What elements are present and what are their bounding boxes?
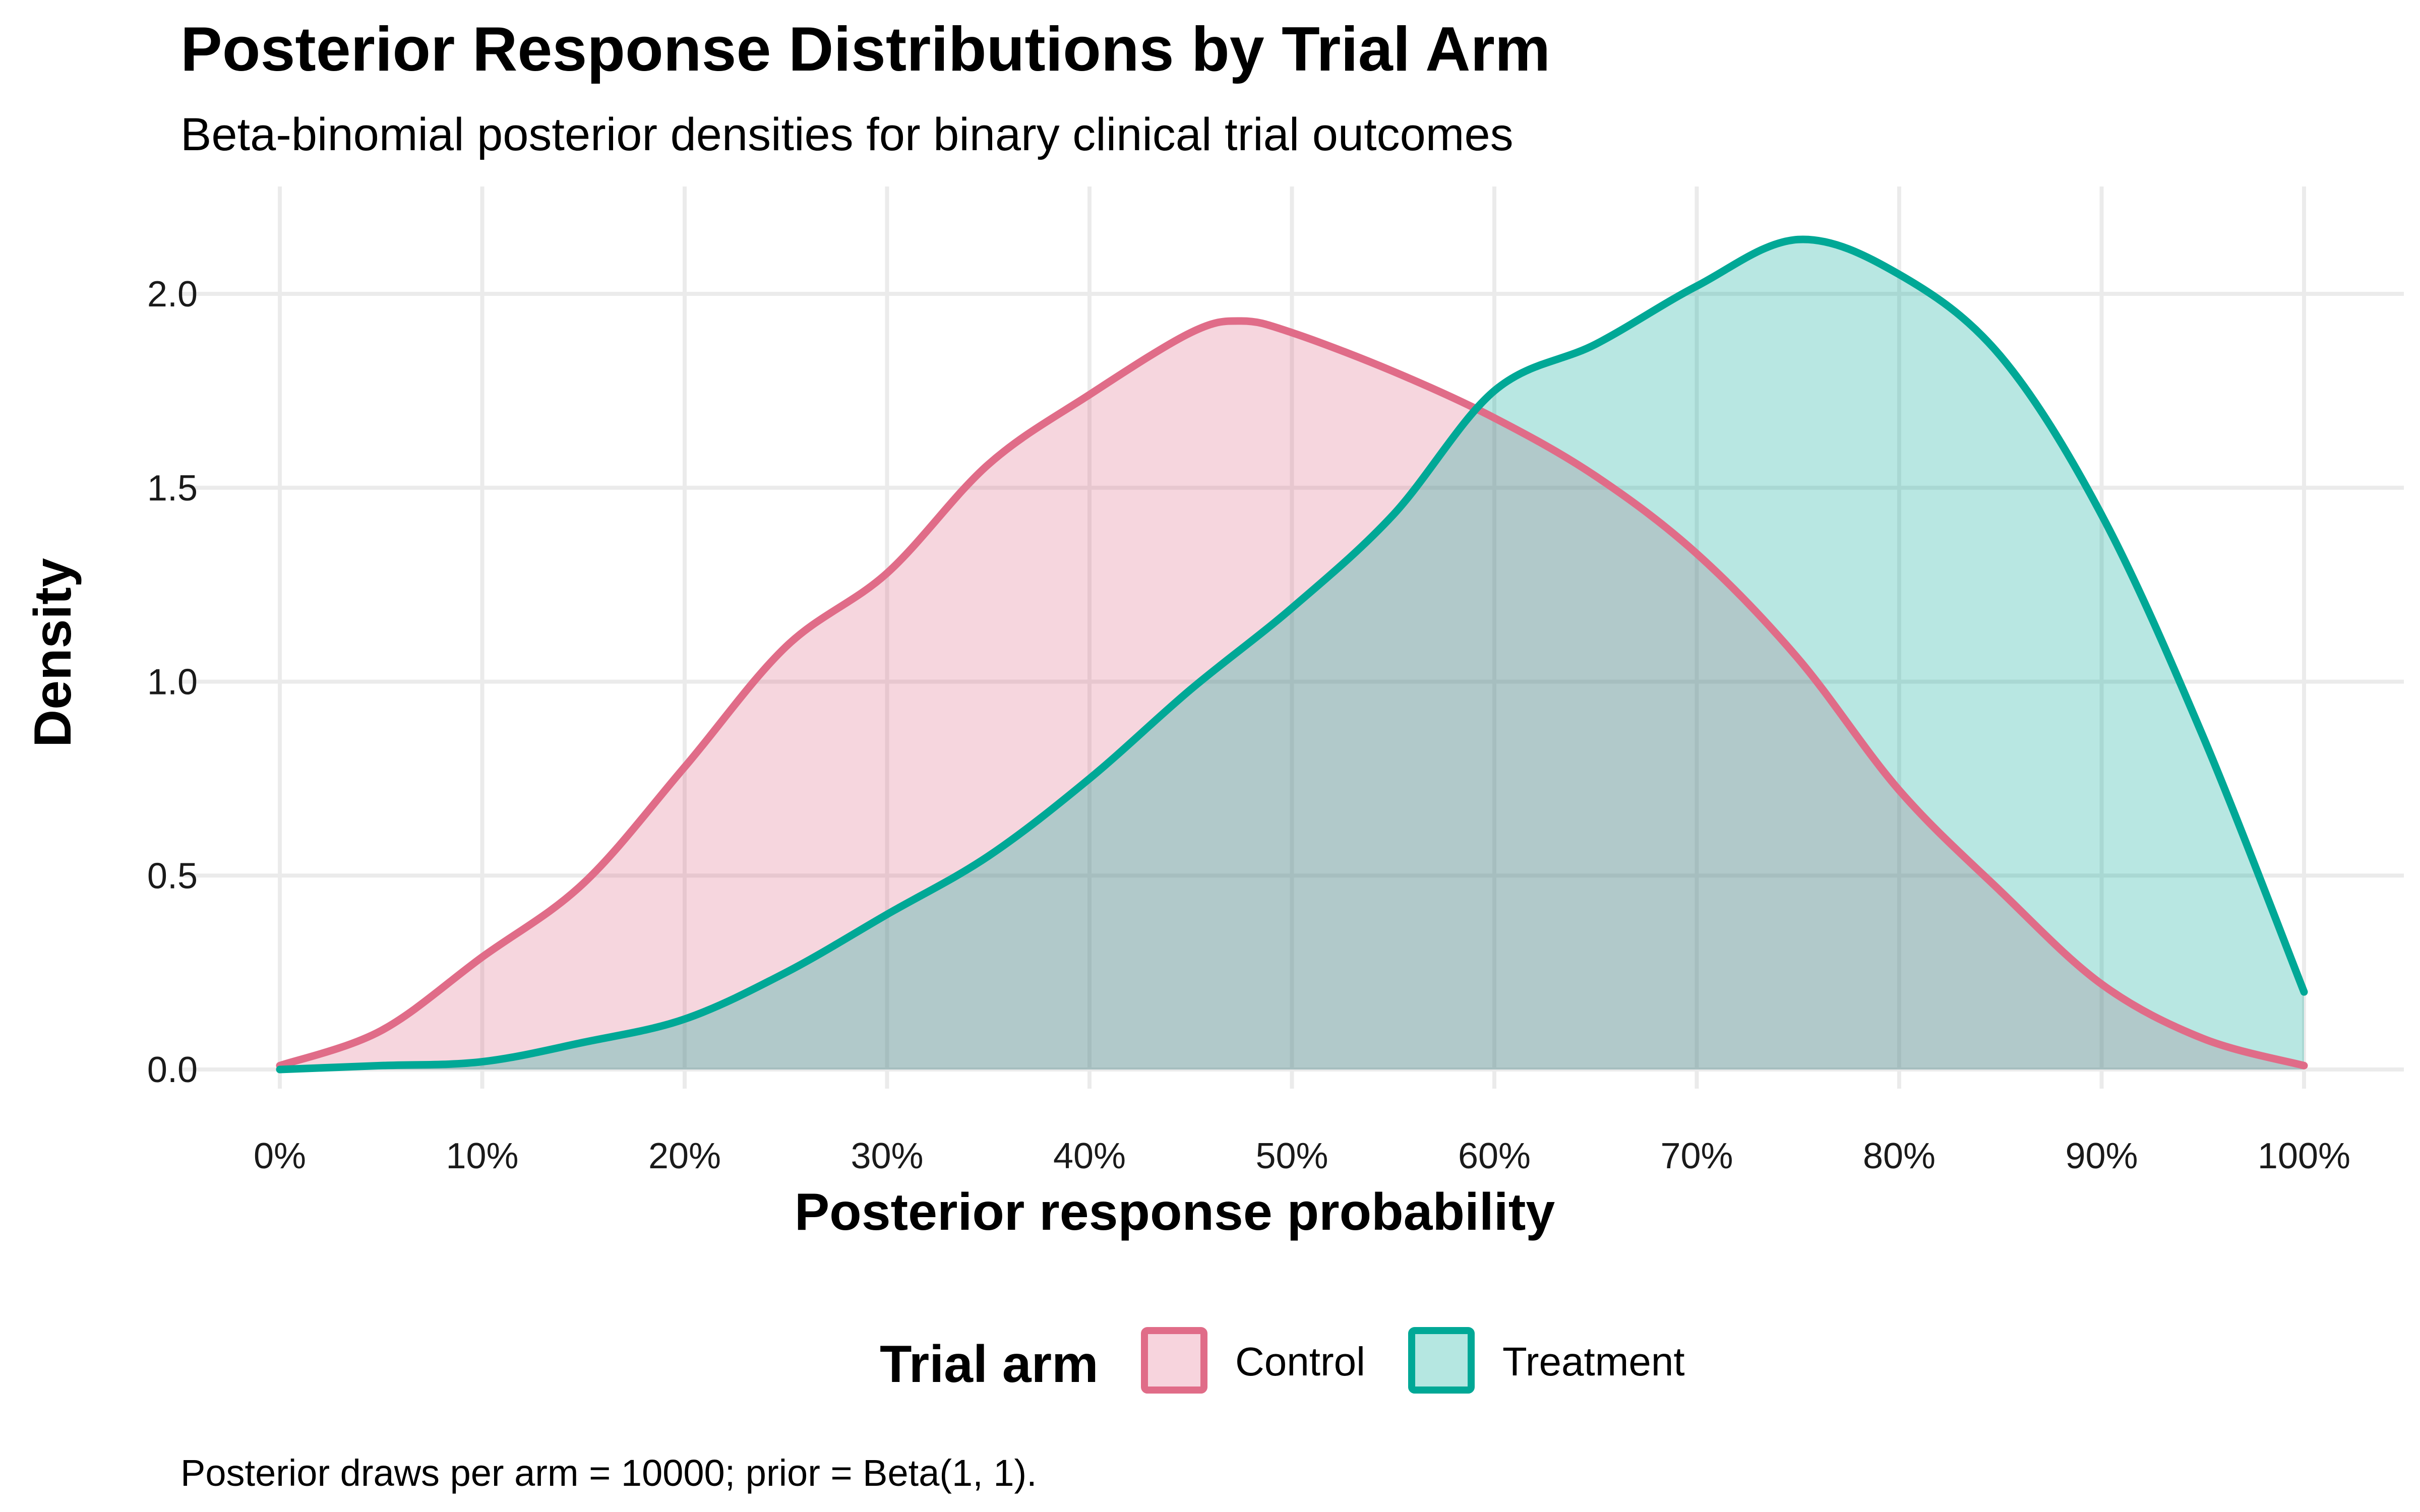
y-tick-label: 2.0 [147,274,198,314]
chart-subtitle: Beta-binomial posterior densities for bi… [180,109,1514,160]
x-tick-label: 10% [446,1136,518,1176]
y-axis-tick-labels: 0.0 0.5 1.0 1.5 2.0 [147,274,198,1090]
control-density-line [276,317,2308,1069]
x-tick-label: 80% [1863,1136,1935,1176]
y-tick-label: 0.5 [147,856,198,896]
y-tick-label: 0.0 [147,1050,198,1090]
x-tick-label: 100% [2258,1136,2350,1176]
treatment-density-line [276,235,2308,1074]
legend: Trial arm Control Treatment [880,1327,1685,1394]
x-tick-label: 70% [1660,1136,1733,1176]
legend-items: Control Treatment [1141,1327,1685,1394]
control-legend-key [1141,1327,1207,1394]
treatment-legend-key [1408,1327,1475,1394]
x-tick-label: 20% [648,1136,721,1176]
y-tick-label: 1.5 [147,468,198,509]
x-tick-label: 50% [1255,1136,1328,1176]
x-tick-label: 60% [1458,1136,1531,1176]
x-tick-label: 90% [2065,1136,2138,1176]
legend-title: Trial arm [880,1335,1099,1394]
control-legend-label: Control [1235,1339,1365,1384]
x-axis-title: Posterior response probability [795,1183,1555,1241]
x-tick-label: 40% [1053,1136,1126,1176]
chart-title: Posterior Response Distributions by Tria… [180,15,1550,84]
x-tick-label: 0% [254,1136,306,1176]
control-density-area [280,321,2304,1070]
treatment-density-area [280,239,2304,1070]
y-tick-label: 1.0 [147,662,198,703]
chart-caption: Posterior draws per arm = 10000; prior =… [180,1452,1037,1494]
x-axis-tick-labels: 0% 10% 20% 30% 40% 50% 60% 70% 80% 90% 100% [254,1136,2350,1176]
y-axis-title: Density [24,558,82,747]
legend-item-control: Control [1141,1327,1365,1394]
density-areas [280,239,2304,1070]
density-lines [276,235,2308,1074]
grid-lines [180,186,2404,1089]
treatment-legend-label: Treatment [1502,1339,1685,1384]
x-tick-label: 30% [851,1136,923,1176]
legend-item-treatment: Treatment [1408,1327,1685,1394]
